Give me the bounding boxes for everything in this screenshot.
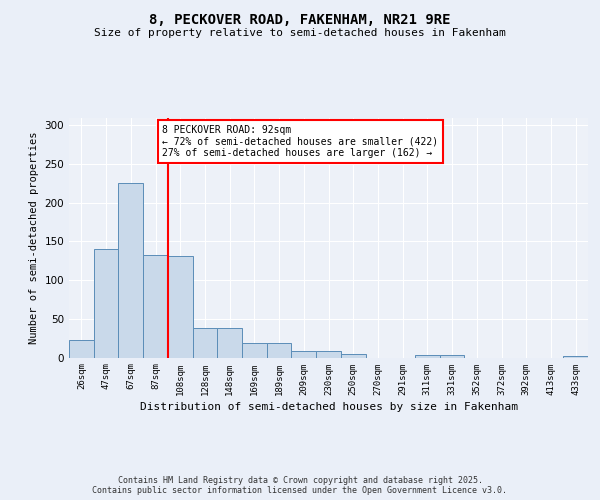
Bar [316,352,341,358]
Bar [292,352,316,358]
X-axis label: Distribution of semi-detached houses by size in Fakenham: Distribution of semi-detached houses by … [139,402,517,411]
Bar [193,328,217,358]
Bar [168,256,193,358]
Bar [94,249,118,358]
Y-axis label: Number of semi-detached properties: Number of semi-detached properties [29,131,39,344]
Text: Size of property relative to semi-detached houses in Fakenham: Size of property relative to semi-detach… [94,28,506,38]
Text: Contains HM Land Registry data © Crown copyright and database right 2025.
Contai: Contains HM Land Registry data © Crown c… [92,476,508,495]
Bar [143,254,168,358]
Bar [563,356,588,358]
Bar [341,354,365,358]
Text: 8, PECKOVER ROAD, FAKENHAM, NR21 9RE: 8, PECKOVER ROAD, FAKENHAM, NR21 9RE [149,12,451,26]
Bar [267,343,292,357]
Bar [217,328,242,358]
Bar [242,343,267,357]
Text: 8 PECKOVER ROAD: 92sqm
← 72% of semi-detached houses are smaller (422)
27% of se: 8 PECKOVER ROAD: 92sqm ← 72% of semi-det… [163,124,439,158]
Bar [118,184,143,358]
Bar [440,355,464,358]
Bar [415,355,440,358]
Bar [69,340,94,357]
